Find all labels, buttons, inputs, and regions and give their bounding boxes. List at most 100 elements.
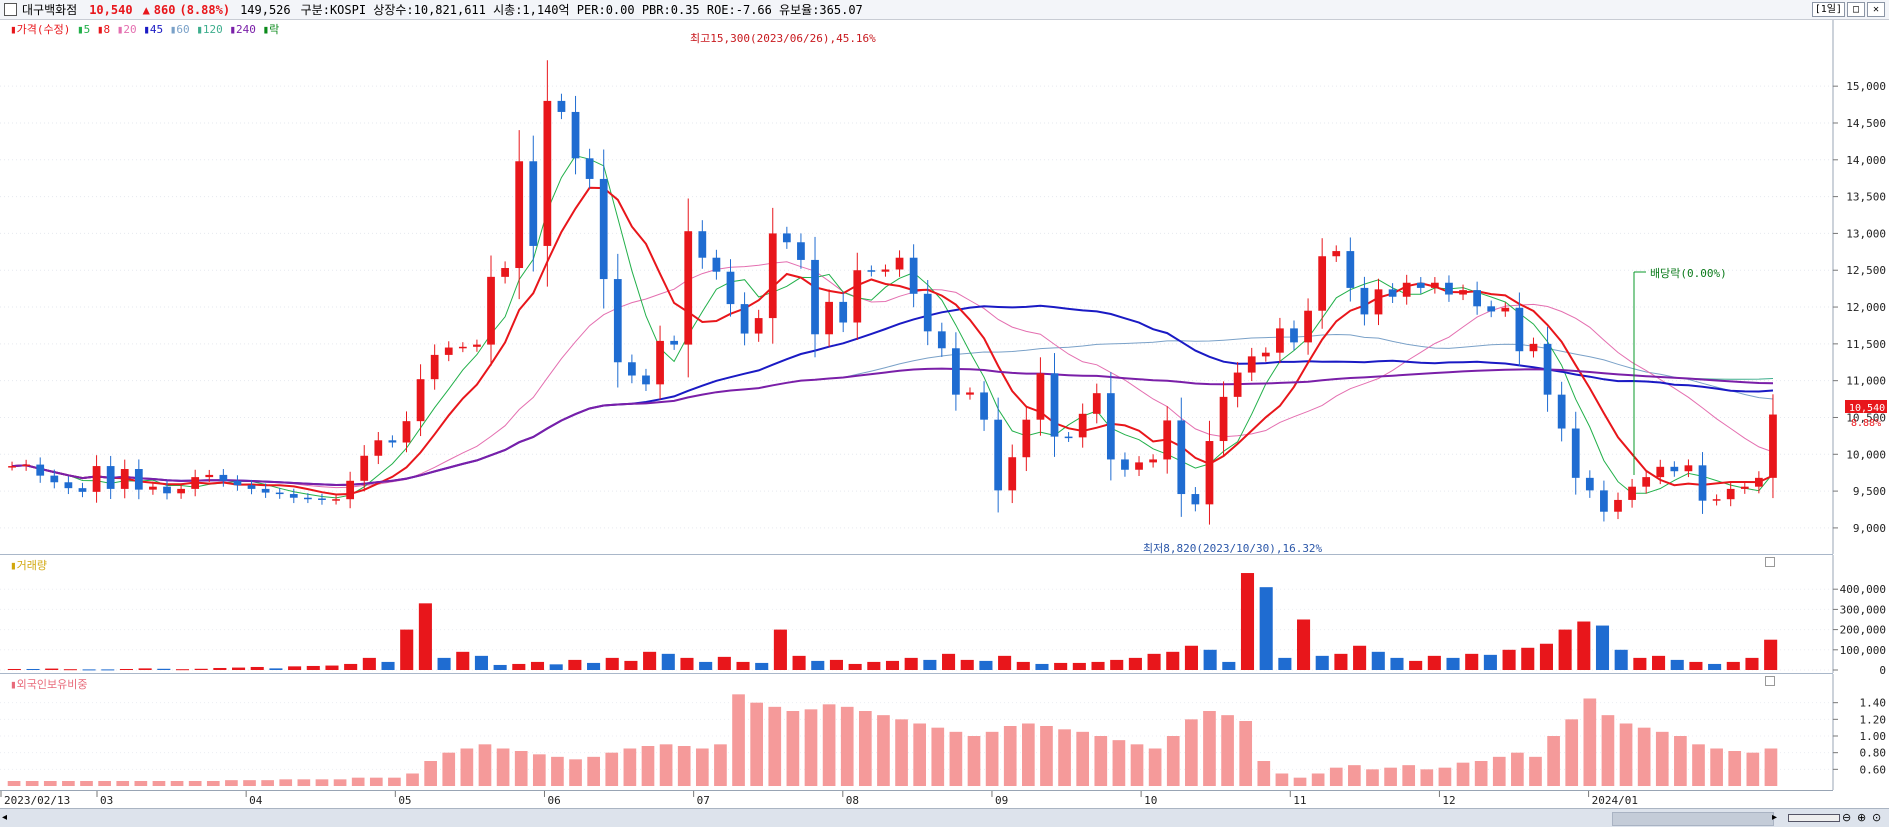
candle [205, 475, 213, 477]
foreign-bar [1620, 724, 1633, 787]
foreign-bar [823, 704, 836, 786]
scroll-thumb[interactable] [1612, 812, 1774, 826]
candle [882, 269, 890, 271]
candle [980, 392, 988, 419]
volume-bar [1503, 650, 1516, 670]
candle [1262, 353, 1270, 357]
ma20-line [12, 262, 1773, 488]
volume-bar [456, 652, 469, 670]
x-tick-label: 07 [697, 794, 710, 807]
foreign-bar [533, 754, 546, 786]
foreign-bar [805, 709, 818, 786]
candle [219, 475, 227, 481]
foreign-bar [279, 779, 292, 786]
zoom-in-icon[interactable]: ⊕ [1857, 811, 1866, 824]
candle [853, 270, 861, 322]
zoom-slider[interactable] [1788, 814, 1840, 822]
candle [248, 485, 256, 489]
x-axis: 2023/02/13 03 04 05 06 07 08 09 10 11 12 2024/01 [0, 790, 1833, 809]
foreign-bar [44, 781, 57, 786]
volume-bar [1017, 662, 1030, 670]
foreign-bar [1656, 732, 1669, 786]
current-price-label: 10,540 [1849, 403, 1885, 414]
foreign-bar [1457, 763, 1470, 786]
candle [93, 466, 101, 492]
candle [1600, 490, 1608, 511]
candle [713, 258, 721, 272]
x-tick-label: 2024/01 [1592, 794, 1638, 807]
volume-bar [1185, 646, 1198, 670]
price-panel: ▮가격(수정) ▮5 ▮8 ▮20 ▮45 ▮60 ▮120 ▮240 ▮락 9… [0, 20, 1833, 555]
restore-icon[interactable]: □ [1847, 2, 1865, 17]
up-arrow-icon: ▲ [143, 3, 150, 17]
candle [952, 348, 960, 394]
foreign-bar [1511, 753, 1524, 786]
foreign-bar [1058, 729, 1071, 786]
period-button[interactable]: [1일] [1812, 2, 1845, 17]
foreign-bar [62, 781, 75, 786]
volume-bar [942, 654, 955, 670]
scroll-left-icon[interactable]: ◂ [2, 812, 14, 824]
candle [1501, 308, 1509, 312]
price-tick-label: 11,500 [1846, 338, 1886, 351]
volume-bar [1054, 663, 1067, 670]
price-tick-label: 13,500 [1846, 191, 1886, 204]
foreign-bar [1565, 719, 1578, 786]
candle [811, 260, 819, 334]
price-chart: 9,0009,50010,00010,50011,00011,50012,000… [0, 20, 1889, 554]
zoom-out-icon[interactable]: ⊖ [1842, 811, 1851, 824]
candle [1473, 290, 1481, 306]
foreign-bar [316, 779, 329, 786]
x-tick-label: 10 [1144, 794, 1157, 807]
ma120-line [12, 369, 1773, 485]
volume-bar [1484, 655, 1497, 670]
title-checkbox[interactable] [4, 3, 17, 16]
candle [825, 302, 833, 334]
foreign-bar [732, 694, 745, 786]
candle [1614, 500, 1622, 512]
volume-bar [64, 669, 77, 670]
x-tick-label: 03 [100, 794, 113, 807]
x-tick-label: 2023/02/13 [4, 794, 70, 807]
foreign-bar [171, 781, 184, 786]
volume-bar [961, 660, 974, 670]
volume-bar [1652, 656, 1665, 670]
foreign-bar [1004, 726, 1017, 786]
candle [1586, 478, 1594, 491]
volume-bar [26, 669, 39, 670]
foreign-bar [515, 751, 528, 786]
volume-bar [438, 658, 451, 670]
volume-bar [307, 666, 320, 670]
candle [1642, 477, 1650, 487]
candle [515, 161, 523, 268]
zoom-reset-icon[interactable]: ⊙ [1872, 811, 1881, 824]
volume-bar [849, 664, 862, 670]
volume-bar [1166, 652, 1179, 670]
candle [797, 242, 805, 260]
foreign-bar [1765, 749, 1778, 787]
candle [360, 456, 368, 481]
candle [346, 481, 354, 499]
close-icon[interactable]: ✕ [1867, 2, 1885, 17]
candle [614, 279, 622, 362]
scroll-right-icon[interactable]: ▸ [1772, 812, 1784, 824]
ma45-line [12, 306, 1773, 485]
foreign-bar [479, 744, 492, 786]
candle [1346, 251, 1354, 288]
volume-bar [251, 667, 264, 670]
foreign-bar [1022, 724, 1035, 787]
foreign-bar [298, 779, 311, 786]
scroll-bar[interactable]: ◂ ▸ ⊖ ⊕ ⊙ [0, 808, 1889, 827]
foreign-bar [895, 719, 908, 786]
candle [262, 489, 270, 493]
candle [304, 498, 312, 500]
foreign-bar [1366, 769, 1379, 786]
volume-bar [923, 660, 936, 670]
price-tick-label: 14,500 [1846, 117, 1886, 130]
stock-info: 구분:KOSPI 상장수:10,821,611 시총:1,140억 PER:0.… [301, 1, 863, 18]
volume-bar [101, 669, 114, 670]
candle [1741, 487, 1749, 489]
candle [1572, 429, 1580, 478]
candle [1445, 283, 1453, 295]
candle [938, 331, 946, 348]
